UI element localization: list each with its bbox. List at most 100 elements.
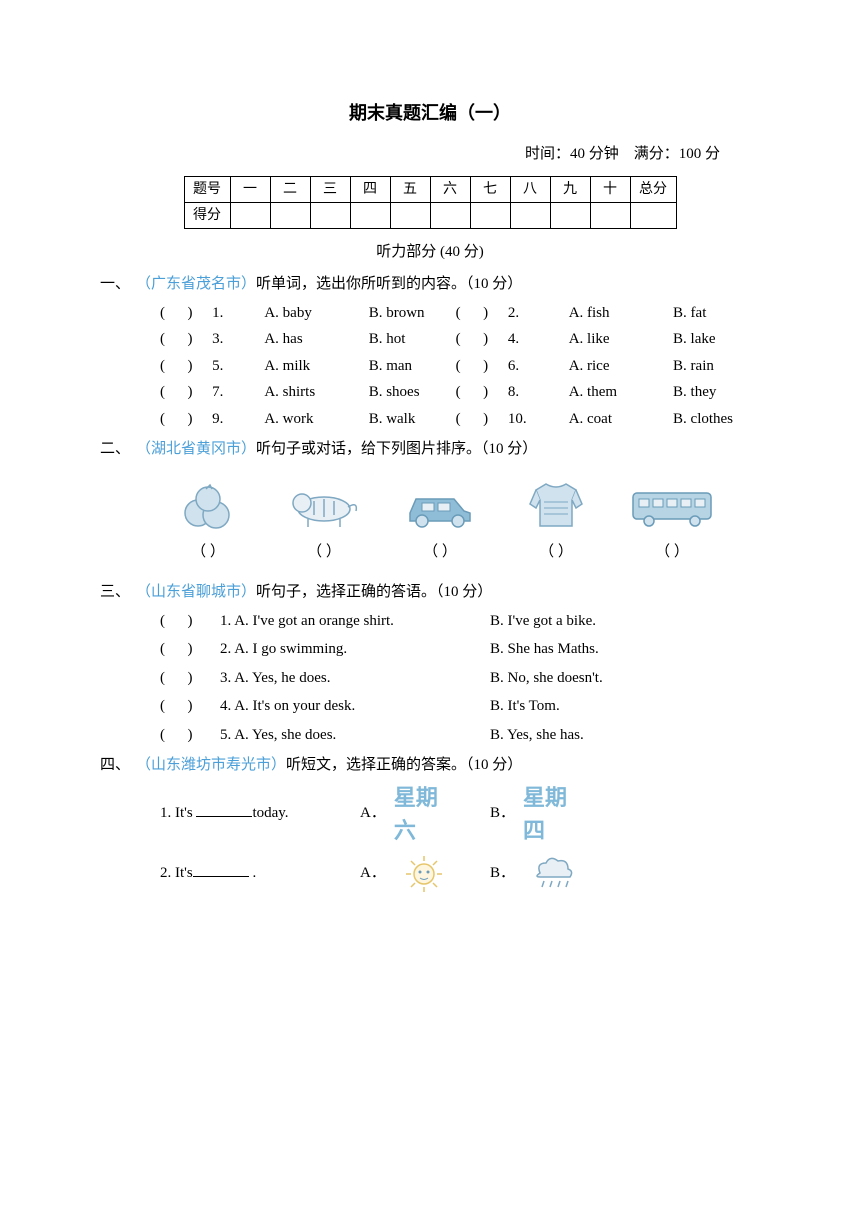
option-a: A. baby — [264, 302, 368, 325]
listening-header: 听力部分 (40 分) — [100, 241, 760, 264]
option-text: 3. A. Yes, he does. — [220, 667, 490, 690]
list-item: ( )7.A. shirtsB. shoes( )8.A. themB. the… — [160, 381, 760, 404]
section-2-parens: （ ） （ ） （ ） （ ） （ ） — [100, 541, 760, 574]
time-label: 时间： — [525, 146, 570, 162]
score-cell — [510, 202, 550, 228]
score-header: 八 — [510, 176, 550, 202]
section-4-items: 1. It's today. A．星期六 B．星期四 2. It's . A． … — [100, 791, 760, 897]
option-b: B. She has Maths. — [490, 638, 760, 661]
list-item: 1. It's today. A．星期六 B．星期四 — [160, 791, 760, 837]
car-icon — [395, 475, 485, 537]
blueberries-icon — [163, 475, 253, 537]
section-instruction: 听句子或对话，给下列图片排序。（10 分） — [256, 438, 537, 461]
option-b: B. hot — [369, 328, 456, 351]
option-b: B． — [490, 854, 620, 894]
option-a: A. shirts — [264, 381, 368, 404]
paren: ( ) — [160, 328, 212, 351]
section-4-header: 四、 （山东潍坊市寿光市） 听短文，选择正确的答案。（10 分） — [100, 754, 760, 777]
paren: ( ) — [160, 610, 220, 633]
paren: （ ） — [279, 541, 369, 564]
option-b: B．星期四 — [490, 794, 620, 834]
item-num: 9. — [212, 408, 264, 431]
tiger-icon — [279, 475, 369, 537]
source-tag: （广东省茂名市） — [136, 273, 256, 296]
option-b: B. brown — [369, 302, 456, 325]
score-cell — [270, 202, 310, 228]
option-a: A． — [360, 854, 490, 894]
option-a: A. milk — [264, 355, 368, 378]
section-3-items: ( )1. A. I've got an orange shirt.B. I'v… — [100, 610, 760, 747]
list-item: ( )3.A. hasB. hot( )4.A. likeB. lake — [160, 328, 760, 351]
score-header: 十 — [590, 176, 630, 202]
item-num: 8. — [508, 381, 569, 404]
paren: ( ) — [160, 302, 212, 325]
score-header: 六 — [430, 176, 470, 202]
item-num: 3. — [212, 328, 264, 351]
option-text: 4. A. It's on your desk. — [220, 695, 490, 718]
option-a: A．星期六 — [360, 794, 490, 834]
option-text: 2. A. I go swimming. — [220, 638, 490, 661]
option-a: A. like — [569, 328, 673, 351]
time-value: 40 分钟 — [570, 146, 619, 162]
section-instruction: 听句子，选择正确的答语。（10 分） — [256, 581, 492, 604]
saturday-icon: 星期六 — [394, 794, 454, 834]
score-header: 五 — [390, 176, 430, 202]
score-label: 得分 — [184, 202, 230, 228]
list-item: ( )9.A. workB. walk( )10.A. coatB. cloth… — [160, 408, 760, 431]
paren: ( ) — [456, 381, 508, 404]
score-cell — [430, 202, 470, 228]
table-row: 得分 — [184, 202, 676, 228]
list-item: ( )1. A. I've got an orange shirt.B. I'v… — [160, 610, 760, 633]
option-b: B. I've got a bike. — [490, 610, 760, 633]
bus-icon — [627, 475, 717, 537]
section-num: 四、 — [100, 754, 136, 777]
option-a: A. work — [264, 408, 368, 431]
option-b: B. lake — [673, 328, 760, 351]
score-table: 题号 一 二 三 四 五 六 七 八 九 十 总分 得分 — [184, 176, 677, 229]
paren: ( ) — [160, 724, 220, 747]
paren: （ ） — [395, 541, 485, 564]
option-b: B. clothes — [673, 408, 760, 431]
thursday-icon: 星期四 — [523, 794, 583, 834]
full-value: 100 分 — [679, 146, 720, 162]
score-cell — [310, 202, 350, 228]
paren: ( ) — [160, 695, 220, 718]
option-b: B. walk — [369, 408, 456, 431]
section-1-header: 一、 （广东省茂名市） 听单词，选出你所听到的内容。（10 分） — [100, 273, 760, 296]
option-b: B. fat — [673, 302, 760, 325]
source-tag: （湖北省黄冈市） — [136, 438, 256, 461]
section-num: 二、 — [100, 438, 136, 461]
score-header: 九 — [550, 176, 590, 202]
meta-line: 时间：40 分钟 满分：100 分 — [100, 143, 760, 166]
score-header: 一 — [230, 176, 270, 202]
score-cell — [630, 202, 676, 228]
paren: （ ） — [627, 541, 717, 564]
score-cell — [230, 202, 270, 228]
question-text: 1. It's today. — [160, 802, 360, 825]
list-item: ( )3. A. Yes, he does.B. No, she doesn't… — [160, 667, 760, 690]
section-num: 一、 — [100, 273, 136, 296]
score-header: 总分 — [630, 176, 676, 202]
score-header: 题号 — [184, 176, 230, 202]
paren: ( ) — [160, 408, 212, 431]
option-text: 1. A. I've got an orange shirt. — [220, 610, 490, 633]
section-instruction: 听短文，选择正确的答案。（10 分） — [286, 754, 522, 777]
score-cell — [590, 202, 630, 228]
item-num: 1. — [212, 302, 264, 325]
item-num: 7. — [212, 381, 264, 404]
option-b: B. No, she doesn't. — [490, 667, 760, 690]
item-num: 10. — [508, 408, 569, 431]
paren: （ ） — [511, 541, 601, 564]
section-instruction: 听单词，选出你所听到的内容。（10 分） — [256, 273, 522, 296]
list-item: ( )5.A. milkB. man( )6.A. riceB. rain — [160, 355, 760, 378]
item-num: 4. — [508, 328, 569, 351]
question-text: 2. It's . — [160, 862, 360, 885]
option-a: A. them — [569, 381, 673, 404]
list-item: ( )4. A. It's on your desk.B. It's Tom. — [160, 695, 760, 718]
item-num: 2. — [508, 302, 569, 325]
list-item: ( )2. A. I go swimming.B. She has Maths. — [160, 638, 760, 661]
paren: ( ) — [456, 408, 508, 431]
option-b: B. It's Tom. — [490, 695, 760, 718]
option-text: 5. A. Yes, she does. — [220, 724, 490, 747]
score-header: 四 — [350, 176, 390, 202]
